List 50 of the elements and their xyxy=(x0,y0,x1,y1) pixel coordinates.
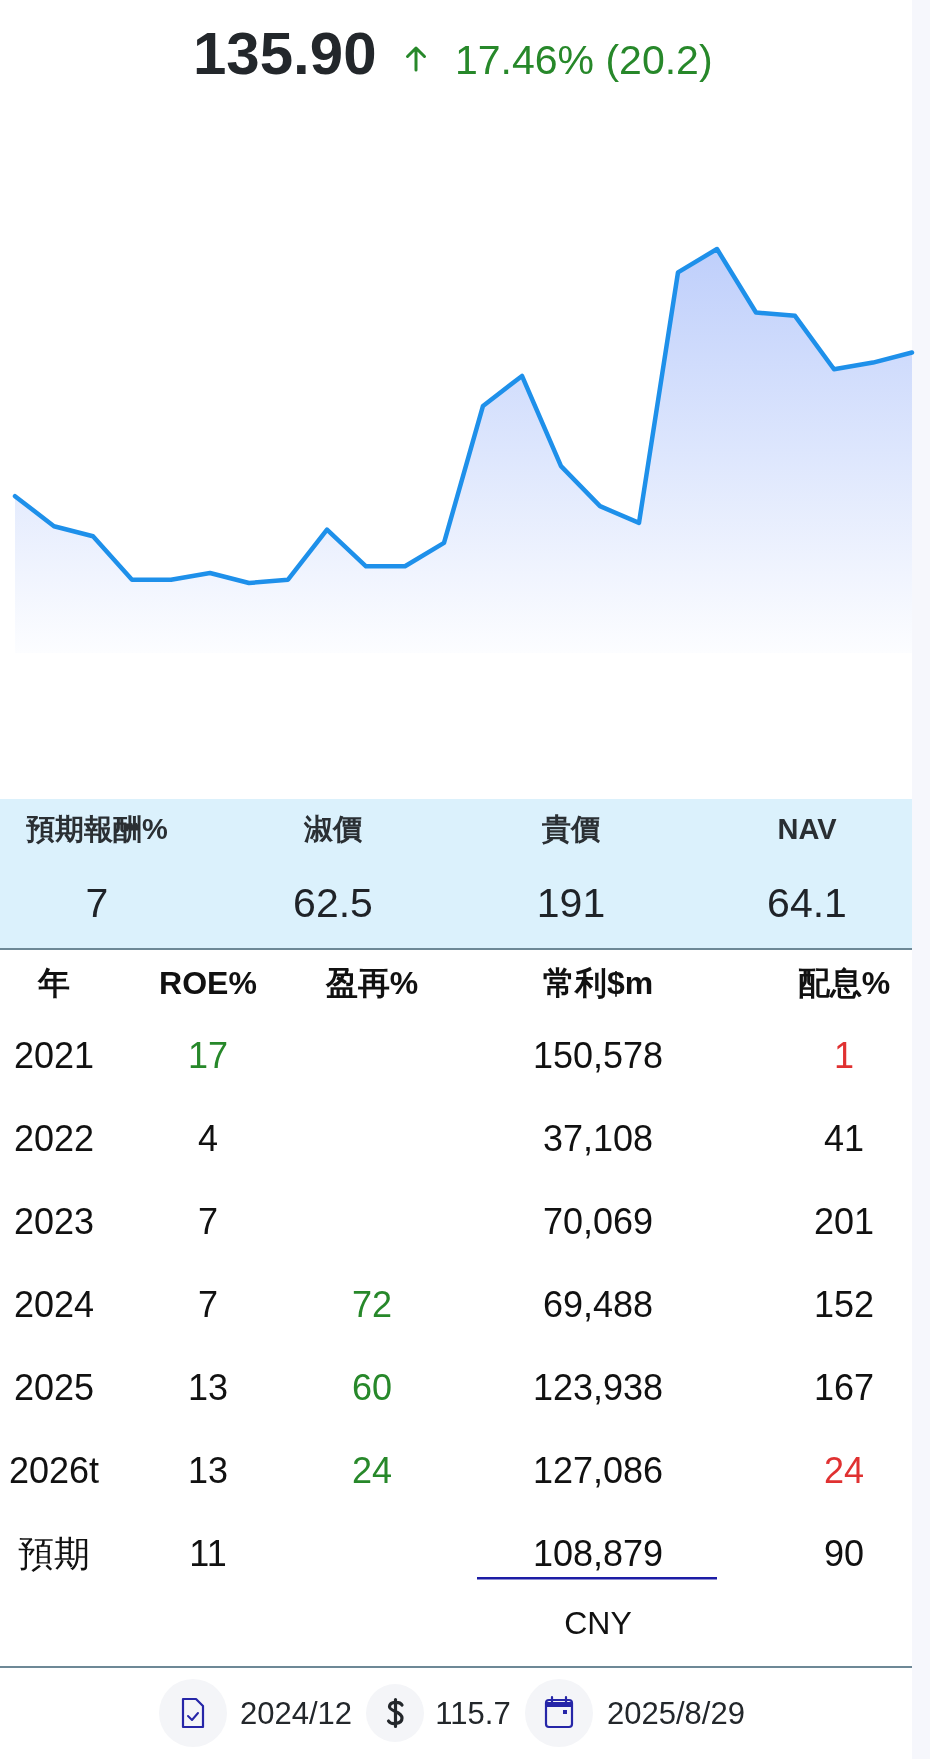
data-label: 7 xyxy=(197,1283,219,1325)
x-tick-label: ROE% xyxy=(159,965,257,1001)
text: 2025/8/29 xyxy=(607,1695,745,1731)
category-label: NAV xyxy=(777,813,838,845)
text: CNY xyxy=(564,1605,632,1641)
text: 2024/12 xyxy=(239,1695,353,1731)
y-tick-label: 2022 xyxy=(13,1117,95,1159)
data-label: 13 xyxy=(187,1366,229,1408)
chart-title: 135.90 xyxy=(193,20,377,87)
data-label: 7 xyxy=(85,880,109,926)
y-tick-label: 2024 xyxy=(13,1283,95,1325)
data-label: 11 xyxy=(189,1532,227,1574)
data-label: 7 xyxy=(197,1200,219,1242)
x-tick-label: 常利$m xyxy=(542,965,654,1001)
data-label: 167 xyxy=(813,1366,875,1408)
data-label: 201 xyxy=(813,1200,875,1242)
data-label: 24 xyxy=(823,1449,865,1491)
data-label: 41 xyxy=(823,1117,865,1159)
data-label: 127,086 xyxy=(532,1449,664,1491)
data-label: 108,879 xyxy=(532,1532,664,1574)
data-label: 17 xyxy=(187,1034,229,1076)
y-tick-label: 2025 xyxy=(13,1366,95,1408)
x-tick-label: 盈再% xyxy=(324,965,419,1001)
data-label: 4 xyxy=(197,1117,219,1159)
category-label: 貴價 xyxy=(541,813,601,845)
data-label: 13 xyxy=(187,1449,229,1491)
y-tick-label: 預期 xyxy=(18,1532,90,1574)
data-label: 60 xyxy=(351,1366,393,1408)
data-label: 152 xyxy=(813,1283,875,1325)
y-tick-label: 2026t xyxy=(8,1449,100,1491)
category-label: 淑價 xyxy=(303,813,363,845)
y-axis-title: 年 xyxy=(37,965,70,1001)
data-label: 1 xyxy=(833,1034,855,1076)
y-tick-label: 2021 xyxy=(13,1034,95,1076)
data-label: 69,488 xyxy=(542,1283,654,1325)
data-label: 24 xyxy=(351,1449,393,1491)
data-label: 64.1 xyxy=(767,880,847,926)
x-tick-label: 配息% xyxy=(797,965,891,1001)
data-label: 150,578 xyxy=(532,1034,664,1076)
data-label: 37,108 xyxy=(542,1117,654,1159)
data-label: 72 xyxy=(351,1283,393,1325)
y-tick-label: 2023 xyxy=(13,1200,95,1242)
data-label: 90 xyxy=(823,1532,865,1574)
text: 115.7 xyxy=(435,1695,511,1731)
category-label: 預期報酬% xyxy=(25,813,169,845)
data-label: 62.5 xyxy=(293,880,373,926)
data-label: 123,938 xyxy=(532,1366,664,1408)
data-label: 191 xyxy=(536,880,606,926)
data-label: 70,069 xyxy=(542,1200,654,1242)
chart-subtitle: 17.46% (20.2) xyxy=(455,37,713,83)
